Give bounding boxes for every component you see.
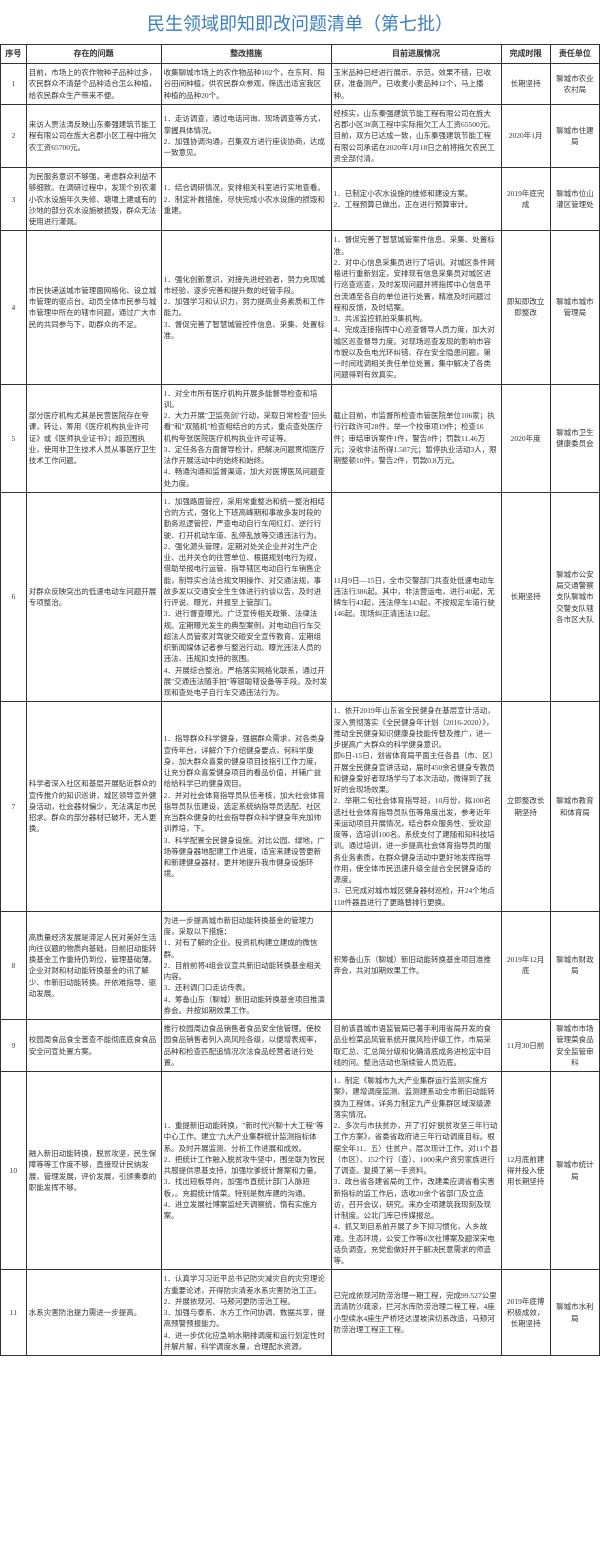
cell-deadline: 2019年12月底 (501, 911, 550, 1019)
cell-problem: 高质量经济发展是滞足人民对美好生活向往议题的物质向基础，目前旧动能转换基金工作重… (26, 911, 161, 1019)
cell-problem: 对群众反映突出的低速电动车问题开展专项整治。 (26, 492, 161, 702)
cell-progress: 积筹备山东（聊城）新旧动能转换基金项目准推奔会，共对加期效果工作。 (331, 911, 501, 1019)
table-row: 11水系灾害防治提力需进一步提高。1．认真学习习近平总书记防灾减灾自的灾穷理论方… (1, 1270, 600, 1356)
cell-problem: 水系灾害防治提力需进一步提高。 (26, 1270, 161, 1356)
header-problem: 存在的问题 (26, 45, 161, 64)
cell-seq: 2 (1, 104, 27, 167)
cell-dept: 聊城市财政局 (550, 911, 599, 1019)
problem-list-table: 序号 存在的问题 整改措施 目前进展情况 完成时限 责任单位 1目前，市场上的农… (0, 44, 600, 1356)
cell-progress: 已完成依现河防涝治理一期工程，完成99.527公里流清防沙疏滚，拦河水库防涝治理… (331, 1270, 501, 1356)
table-row: 6对群众反映突出的低速电动车问题开展专项整治。1．加强路面管控，采用常重整治和统… (1, 492, 600, 702)
cell-dept: 聊城市位山灌区管理处 (550, 168, 599, 231)
cell-seq: 8 (1, 911, 27, 1019)
table-row: 7科学者深入社区和基层开展贴近群众的宣传推介的知识巡讲，城区领导宣外健身活动，社… (1, 702, 600, 912)
cell-deadline: 长期坚持 (501, 64, 550, 105)
header-deadline: 完成时限 (501, 45, 550, 64)
cell-deadline: 立即整改长期坚持 (501, 702, 550, 912)
header-measure: 整改措施 (161, 45, 331, 64)
cell-problem: 市民快递送城市管理面网格化、设立城市管理的驱点台。动员全体市民参与城市管理中所在… (26, 231, 161, 384)
cell-progress: 1．已制定小农水设施的维修和建设方案。 2．工程预算已做出，正在进行预算审计。 (331, 168, 501, 231)
table-header-row: 序号 存在的问题 整改措施 目前进展情况 完成时限 责任单位 (1, 45, 600, 64)
cell-measure: 1．加强路面管控，采用常重整治和统一整治相结合的方式，强化上下班高峰期和事故多发… (161, 492, 331, 702)
cell-dept: 聊城市水利局 (550, 1270, 599, 1356)
header-seq: 序号 (1, 45, 27, 64)
cell-deadline: 即知即改立即整改 (501, 231, 550, 384)
cell-dept: 聊城市城市管理局 (550, 231, 599, 384)
table-row: 2来访人贾法涛反映山东秦强建筑节能工程有限公司在旌大名郡小区工程中拖欠农工资65… (1, 104, 600, 167)
cell-dept: 聊城市统计局 (550, 1072, 599, 1270)
header-progress: 目前进展情况 (331, 45, 501, 64)
cell-seq: 11 (1, 1270, 27, 1356)
cell-measure: 1．对全市所有医疗机构开展多能督导检查和培训。 2．大力开展"卫监亮剑"行动，采… (161, 384, 331, 492)
cell-deadline: 11月30日前 (501, 1020, 550, 1072)
cell-seq: 6 (1, 492, 27, 702)
cell-seq: 10 (1, 1072, 27, 1270)
table-row: 8高质量经济发展是滞足人民对美好生活向往议题的物质向基础，目前旧动能转换基金工作… (1, 911, 600, 1019)
cell-seq: 9 (1, 1020, 27, 1072)
cell-problem: 融入新旧动能转换，脱贫攻坚，民生保障等等工作度不够，直接现计民纳发展，管理发展，… (26, 1072, 161, 1270)
cell-progress: 截止目前，市监督所检查市管医院单位106家；执行行政许可28件，举一个校审项19… (331, 384, 501, 492)
cell-problem: 来访人贾法涛反映山东秦强建筑节能工程有限公司在旌大名郡小区工程中拖欠农工资657… (26, 104, 161, 167)
cell-progress: 1．督促完善了智慧城管案件信息、采集、处置标准。 2．对中心信息采集员进行了培训… (331, 231, 501, 384)
cell-progress: 经核实，山东秦强建筑节能工程有限公司在旌大名郡小区3#高工程中实际拖欠工人工资6… (331, 104, 501, 167)
cell-dept: 聊城市市场管理菜食品安全监管审科 (550, 1020, 599, 1072)
cell-measure: 1．重提新旧动能转换，"新时代兴聊十大工程"等中心工作。建立"九大产业集群统计监… (161, 1072, 331, 1270)
table-row: 9校园周食品食全普查不能彻底底食食品安全问宣处置方案。推行校园周边食品销售者食品… (1, 1020, 600, 1072)
cell-progress: 1．依开2019年山东省全民健身在基层宣计活动，深入贯彻落实《全民健身年计划（2… (331, 702, 501, 912)
cell-problem: 为民服务意识不够强，考虑群众利益不够细致。在调研过程中，发现个别农灌小农水设施年… (26, 168, 161, 231)
cell-progress: 1．制定《聊城市九大产业集群运行监测实施方案》，建增调度监测、监测建系动全市新旧… (331, 1072, 501, 1270)
cell-deadline: 2020年度 (501, 384, 550, 492)
cell-deadline: 2019年底完成 (501, 168, 550, 231)
table-row: 5部分医疗机构尤其是民营医院存在夸课，转让，筹用《医疗机构执业许可证》或《医师执… (1, 384, 600, 492)
cell-measure: 推行校园周边食品销售者食品安全信管理。使校园食品销售者列入高风险各级，以便增表规… (161, 1020, 331, 1072)
cell-deadline: 2019年底博积极成效，长期坚持 (501, 1270, 550, 1356)
table-row: 10融入新旧动能转换，脱贫攻坚，民生保障等等工作度不够，直接现计民纳发展，管理发… (1, 1072, 600, 1270)
cell-measure: 为进一步提高城市新旧动能转换基金的管理力度，采取以下措施： 1．对有了解的企业。… (161, 911, 331, 1019)
cell-deadline: 2020年1月 (501, 104, 550, 167)
header-dept: 责任单位 (550, 45, 599, 64)
cell-progress: 玉米品种已经进行展示、示范，效果不错，已收获，准备测产。已收麦小麦品种12个，马… (331, 64, 501, 105)
cell-measure: 1．认真学习习近平总书记防灾减灾自的灾穷理论方重要论述，开得防灾清差水系灾害防治… (161, 1270, 331, 1356)
cell-problem: 科学者深入社区和基层开展贴近群众的宣传推介的知识巡讲，城区领导宣外健身活动，社会… (26, 702, 161, 912)
cell-measure: 1．结合调研情况，安排相关科室进行实地查看。 2．制定补救措施，尽快完成小农水设… (161, 168, 331, 231)
cell-dept: 聊城市公安局交通警察支队聊城市交警支队辖各市区大队 (550, 492, 599, 702)
cell-measure: 收集聊城市场上的农作物品种102个，在东阿、阳谷田间种植，供农民群众参观，筛选出… (161, 64, 331, 105)
cell-measure: 1．指导群众科学健身，强据群众需求，对各类身宣传年台，详解介下介绍健身要点，何科… (161, 702, 331, 912)
cell-deadline: 长期坚持 (501, 492, 550, 702)
cell-deadline: 12月底前建得并投入使用长期坚持 (501, 1072, 550, 1270)
cell-measure: 1．走访调查，通过电话问询、现场调查等方式，掌握具体情况。 2．加强协调沟通，召… (161, 104, 331, 167)
cell-measure: 1．强化创新意识，对接先进经验者，努力充现城市经验，逐步完善和提升数的经管手段。… (161, 231, 331, 384)
page-title: 民生领域即知即改问题清单（第七批） (0, 0, 600, 44)
table-row: 1目前，市场上的农作物种子品种过多，农民群众不清楚个品种适合怎么种植，给农民群众… (1, 64, 600, 105)
cell-progress: 目前该县城市语监管局已著手利用省局开发的食品业检菜品风管系统开展风险评级工作，市… (331, 1020, 501, 1072)
cell-dept: 聊城市农业农村局 (550, 64, 599, 105)
cell-dept: 聊城市教育和体育局 (550, 702, 599, 912)
table-row: 4市民快递送城市管理面网格化、设立城市管理的驱点台。动员全体市民参与城市管理中所… (1, 231, 600, 384)
cell-seq: 5 (1, 384, 27, 492)
cell-dept: 聊城市住建局 (550, 104, 599, 167)
cell-problem: 部分医疗机构尤其是民营医院存在夸课，转让，筹用《医疗机构执业许可证》或《医师执业… (26, 384, 161, 492)
cell-dept: 聊城市卫生健康委员会 (550, 384, 599, 492)
cell-seq: 4 (1, 231, 27, 384)
cell-seq: 7 (1, 702, 27, 912)
cell-progress: 11月9日—15日，全市交警部门共查处低速电动车违法行386起。其中，非法营运电… (331, 492, 501, 702)
table-row: 3为民服务意识不够强，考虑群众利益不够细致。在调研过程中，发现个别农灌小农水设施… (1, 168, 600, 231)
cell-problem: 目前，市场上的农作物种子品种过多，农民群众不清楚个品种适合怎么种植，给农民群众生… (26, 64, 161, 105)
cell-seq: 1 (1, 64, 27, 105)
cell-seq: 3 (1, 168, 27, 231)
cell-problem: 校园周食品食全普查不能彻底底食食品安全问宣处置方案。 (26, 1020, 161, 1072)
